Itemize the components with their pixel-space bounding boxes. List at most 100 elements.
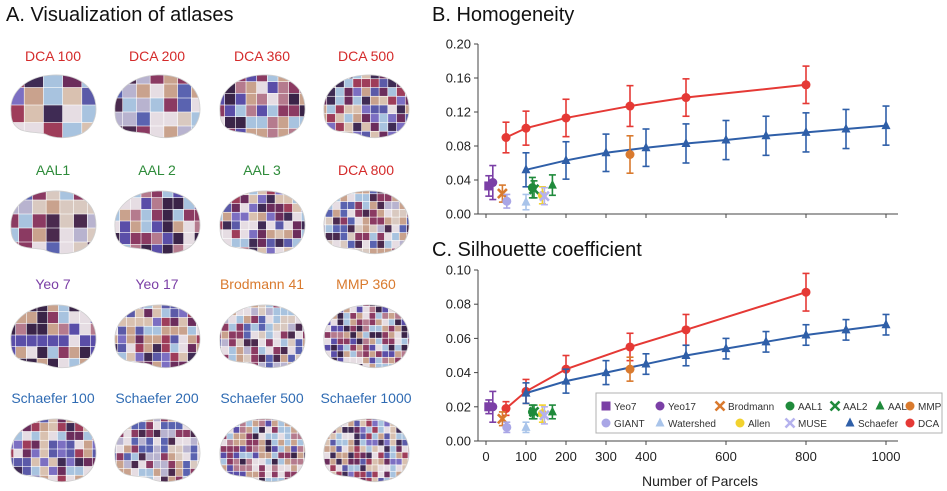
data-point	[561, 154, 571, 164]
data-point	[801, 80, 811, 90]
legend-label: AAL1	[798, 402, 823, 413]
y-tick-label: 0.06	[446, 331, 471, 346]
data-point	[521, 164, 531, 174]
atlas-label: Schaefer 100	[11, 390, 94, 406]
legend-marker	[905, 401, 915, 411]
y-tick-label: 0.12	[446, 105, 471, 120]
panel-b-title: B. Homogeneity	[432, 4, 574, 26]
legend-item: Schaefer	[845, 417, 899, 430]
legend-item: Watershed	[655, 417, 716, 430]
legend-label: DCA	[918, 419, 939, 430]
brain-thumbnail	[10, 304, 97, 369]
legend-item: MUSE	[784, 417, 827, 430]
data-point	[841, 324, 851, 334]
x-tick-label: 100	[515, 449, 537, 464]
series-schaefer	[521, 313, 891, 405]
series-aal2	[528, 404, 540, 420]
data-point	[561, 375, 571, 385]
brain-thumbnail	[114, 190, 201, 255]
series-giant	[502, 193, 512, 209]
data-point	[496, 188, 508, 200]
legend-marker	[785, 401, 795, 411]
atlas-label: Schaefer 500	[220, 390, 303, 406]
series-yeo17	[488, 164, 498, 201]
data-point	[561, 113, 571, 123]
data-point	[528, 183, 540, 195]
series-yeo7	[484, 174, 494, 197]
brain-thumbnail	[323, 304, 410, 369]
legend-label: AAL3	[888, 402, 913, 413]
series-line	[505, 291, 807, 410]
brain-thumbnail	[10, 74, 97, 139]
data-point	[881, 120, 891, 130]
brain-thumbnail	[219, 190, 306, 255]
x-tick-label: 1000	[872, 449, 901, 464]
data-point	[641, 358, 651, 368]
x-tick-label: 400	[635, 449, 657, 464]
atlas-label: DCA 200	[129, 48, 185, 64]
brain-thumbnail	[219, 418, 306, 483]
series-muse	[538, 186, 550, 206]
legend-marker	[905, 418, 915, 428]
data-point	[625, 364, 635, 374]
x-tick-label: 200	[555, 449, 577, 464]
series-dca	[501, 65, 811, 154]
legend-marker	[784, 417, 796, 429]
data-point	[641, 142, 651, 152]
y-tick-label: 0.20	[446, 37, 471, 52]
data-point	[681, 93, 691, 103]
legend-marker	[845, 417, 855, 427]
data-point	[681, 325, 691, 335]
data-point	[501, 133, 511, 142]
legend-item: MMP	[905, 401, 942, 413]
data-point	[501, 404, 511, 414]
atlas-grid: DCA 100 DCA 200 DCA 360 DCA 500 AAL1 AAL 2 AAL…	[10, 48, 412, 483]
brain-thumbnail	[219, 304, 306, 369]
data-point	[841, 123, 851, 133]
legend-marker	[829, 400, 841, 412]
brain-thumbnail	[10, 190, 97, 255]
brain-thumbnail	[10, 418, 97, 483]
data-point	[502, 422, 512, 432]
legend-item: AAL2	[829, 400, 868, 413]
atlas-label: AAL 2	[138, 162, 176, 178]
data-point	[521, 387, 531, 397]
x-axis-title: Number of Parcels	[642, 473, 758, 489]
brain-thumbnail	[323, 74, 410, 139]
panel-a: A. Visualization of atlases DCA 100 DCA 2…	[6, 4, 412, 483]
legend-label: MUSE	[798, 419, 827, 430]
series-line	[525, 323, 887, 395]
legend-item: DCA	[905, 418, 939, 430]
legend-label: MMP	[918, 402, 942, 413]
brain-thumbnail	[114, 418, 201, 483]
x-tick-label: 300	[595, 449, 617, 464]
panel-c-title: C. Silhouette coefficient	[432, 239, 642, 261]
brain-thumbnail	[323, 190, 410, 255]
silhouette-plot: 0.00 0.02 0.04 0.06 0.08 0.10 0 100 200 300 400 600…	[446, 263, 901, 465]
legend-box	[595, 392, 943, 434]
data-point	[502, 196, 512, 206]
data-point	[547, 179, 557, 189]
atlas-label: Yeo 7	[35, 276, 71, 292]
legend-label: Yeo17	[668, 402, 696, 413]
series-muse	[538, 405, 550, 425]
data-point	[538, 190, 550, 202]
data-point	[521, 196, 531, 206]
atlas-label: Schaefer 200	[115, 390, 198, 406]
legend-item: Brodmann	[714, 400, 774, 413]
atlas-label: AAL1	[36, 162, 70, 178]
legend-label: Schaefer	[858, 419, 899, 430]
y-tick-label: 0.04	[446, 173, 471, 188]
legend-marker	[601, 418, 611, 428]
data-point	[547, 406, 557, 416]
data-point	[601, 147, 611, 157]
y-tick-label: 0.02	[446, 399, 471, 414]
data-point	[521, 421, 531, 431]
legend-item: GIANT	[601, 418, 645, 430]
legend-item: Yeo7	[601, 401, 637, 413]
panel-b-homogeneity: B. Homogeneity 0.00 0.04 0.08 0.12 0.16 0.20	[432, 4, 898, 222]
legend-marker	[735, 418, 745, 428]
legend-marker	[714, 400, 726, 412]
legend-label: Yeo7	[614, 402, 637, 413]
data-point	[681, 137, 691, 147]
